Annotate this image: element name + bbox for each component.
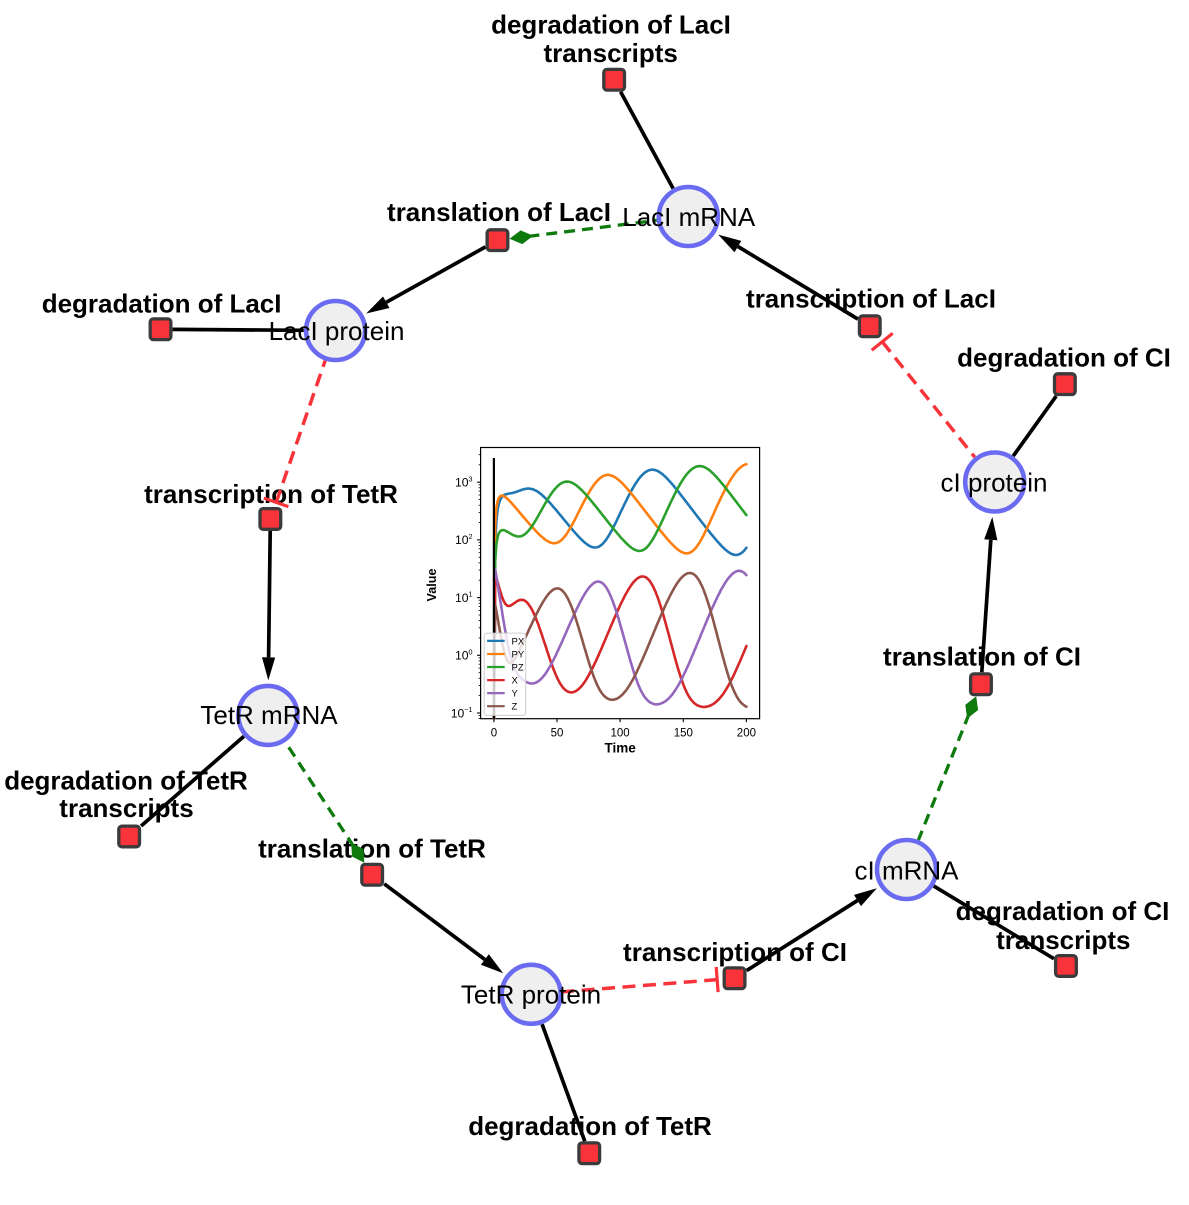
svg-text:50: 50 (551, 727, 564, 739)
svg-text:degradation of CI: degradation of CI (956, 896, 1170, 926)
svg-text:100: 100 (611, 727, 630, 739)
svg-text:LacI protein: LacI protein (269, 316, 405, 346)
svg-text:Z: Z (512, 702, 518, 713)
svg-text:transcripts: transcripts (544, 38, 678, 68)
svg-text:degradation of LacI: degradation of LacI (42, 288, 282, 318)
svg-text:degradation of TetR: degradation of TetR (4, 765, 248, 795)
svg-text:0: 0 (491, 727, 497, 739)
svg-text:cI protein: cI protein (941, 467, 1048, 497)
svg-text:translation of LacI: translation of LacI (387, 197, 611, 227)
svg-text:Time: Time (604, 741, 636, 756)
svg-text:Y: Y (512, 689, 519, 700)
svg-text:X: X (512, 676, 519, 687)
svg-text:translation of TetR: translation of TetR (258, 833, 486, 863)
svg-text:transcripts: transcripts (996, 925, 1130, 955)
svg-text:PZ: PZ (512, 662, 524, 673)
svg-text:TetR mRNA: TetR mRNA (200, 700, 338, 730)
svg-text:cI mRNA: cI mRNA (855, 855, 960, 885)
svg-text:degradation of CI: degradation of CI (957, 342, 1171, 372)
svg-text:transcription of CI: transcription of CI (623, 937, 847, 967)
svg-text:LacI mRNA: LacI mRNA (622, 202, 756, 232)
svg-text:transcription of TetR: transcription of TetR (144, 479, 398, 509)
svg-text:degradation of LacI: degradation of LacI (491, 10, 731, 40)
svg-text:degradation of TetR: degradation of TetR (468, 1111, 712, 1141)
svg-text:103: 103 (455, 474, 473, 489)
svg-text:102: 102 (455, 532, 473, 547)
svg-text:200: 200 (737, 727, 756, 739)
svg-text:101: 101 (455, 590, 473, 605)
svg-text:PY: PY (512, 649, 525, 660)
svg-text:Value: Value (425, 569, 439, 602)
svg-text:150: 150 (674, 727, 693, 739)
svg-text:transcription of LacI: transcription of LacI (746, 284, 996, 314)
svg-text:TetR protein: TetR protein (461, 980, 601, 1010)
svg-text:100: 100 (455, 647, 473, 662)
svg-text:PX: PX (512, 636, 525, 647)
